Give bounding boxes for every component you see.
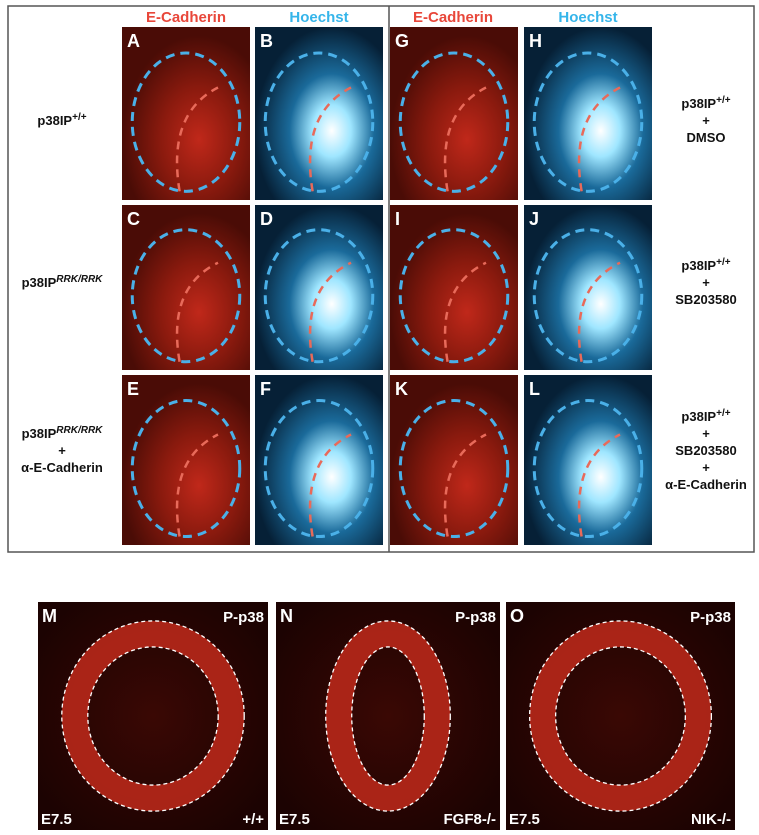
panel-letter: J — [529, 209, 539, 229]
panel-letter: H — [529, 31, 542, 51]
label-line: + — [702, 275, 710, 290]
label-base: p38IP — [22, 426, 57, 441]
label-line: DMSO — [687, 130, 726, 145]
label-sup: +/+ — [716, 408, 731, 419]
panel-letter: L — [529, 379, 540, 399]
label-sup: +/+ — [716, 95, 731, 106]
label-sup: RRK/RRK — [56, 274, 103, 285]
condition-label: p38IPRRK/RRK — [22, 425, 104, 442]
label-line: + — [702, 460, 710, 475]
label-line: + — [702, 426, 710, 441]
stage-label: E7.5 — [279, 811, 310, 828]
panel-letter: B — [260, 31, 273, 51]
label-line: + — [702, 113, 710, 128]
panel-letter: D — [260, 209, 273, 229]
condition-label: p38IP+/+ — [681, 408, 730, 425]
micrograph — [390, 205, 518, 370]
label-line: α-E-Cadherin — [21, 460, 103, 475]
label-base: p38IP — [37, 113, 72, 128]
panel-letter: G — [395, 31, 409, 51]
label-line: α-E-Cadherin — [665, 477, 747, 492]
label-line: SB203580 — [675, 292, 736, 307]
panel-letter: A — [127, 31, 140, 51]
label-line: + — [58, 443, 66, 458]
column-header: E-Cadherin — [146, 9, 226, 26]
label-line: SB203580 — [675, 443, 736, 458]
figure: E-Cadherin Hoechst E-Cadherin Hoechst A B C D E F… — [0, 0, 759, 830]
column-header: Hoechst — [289, 9, 348, 26]
micrograph — [524, 205, 652, 370]
panel-letter: K — [395, 379, 408, 399]
panel-letter: F — [260, 379, 271, 399]
micrograph — [255, 205, 383, 370]
condition-label: p38IPRRK/RRK — [22, 274, 104, 291]
stain-label: P-p38 — [690, 609, 731, 626]
label-sup: +/+ — [716, 257, 731, 268]
column-header: E-Cadherin — [413, 9, 493, 26]
label-base: p38IP — [681, 96, 716, 111]
panel-letter: C — [127, 209, 140, 229]
stain-label: P-p38 — [223, 609, 264, 626]
label-base: p38IP — [681, 409, 716, 424]
label-base: p38IP — [681, 258, 716, 273]
genotype-label: +/+ — [242, 811, 264, 828]
label-base: p38IP — [22, 275, 57, 290]
column-header: Hoechst — [558, 9, 617, 26]
panel-letter: E — [127, 379, 139, 399]
label-sup: +/+ — [72, 112, 87, 123]
panel-letter: O — [510, 606, 524, 626]
panel-letter: N — [280, 606, 293, 626]
condition-label: p38IP+/+ — [681, 95, 730, 112]
stage-label: E7.5 — [41, 811, 72, 828]
stain-label: P-p38 — [455, 609, 496, 626]
panel-letter: M — [42, 606, 57, 626]
panel-letter: I — [395, 209, 400, 229]
stage-label: E7.5 — [509, 811, 540, 828]
genotype-label: FGF8-/- — [444, 811, 497, 828]
label-sup: RRK/RRK — [56, 425, 103, 436]
condition-label: p38IP+/+ — [681, 257, 730, 274]
condition-label: p38IP+/+ — [37, 112, 86, 129]
micrograph — [122, 205, 250, 370]
genotype-label: NIK-/- — [691, 811, 731, 828]
